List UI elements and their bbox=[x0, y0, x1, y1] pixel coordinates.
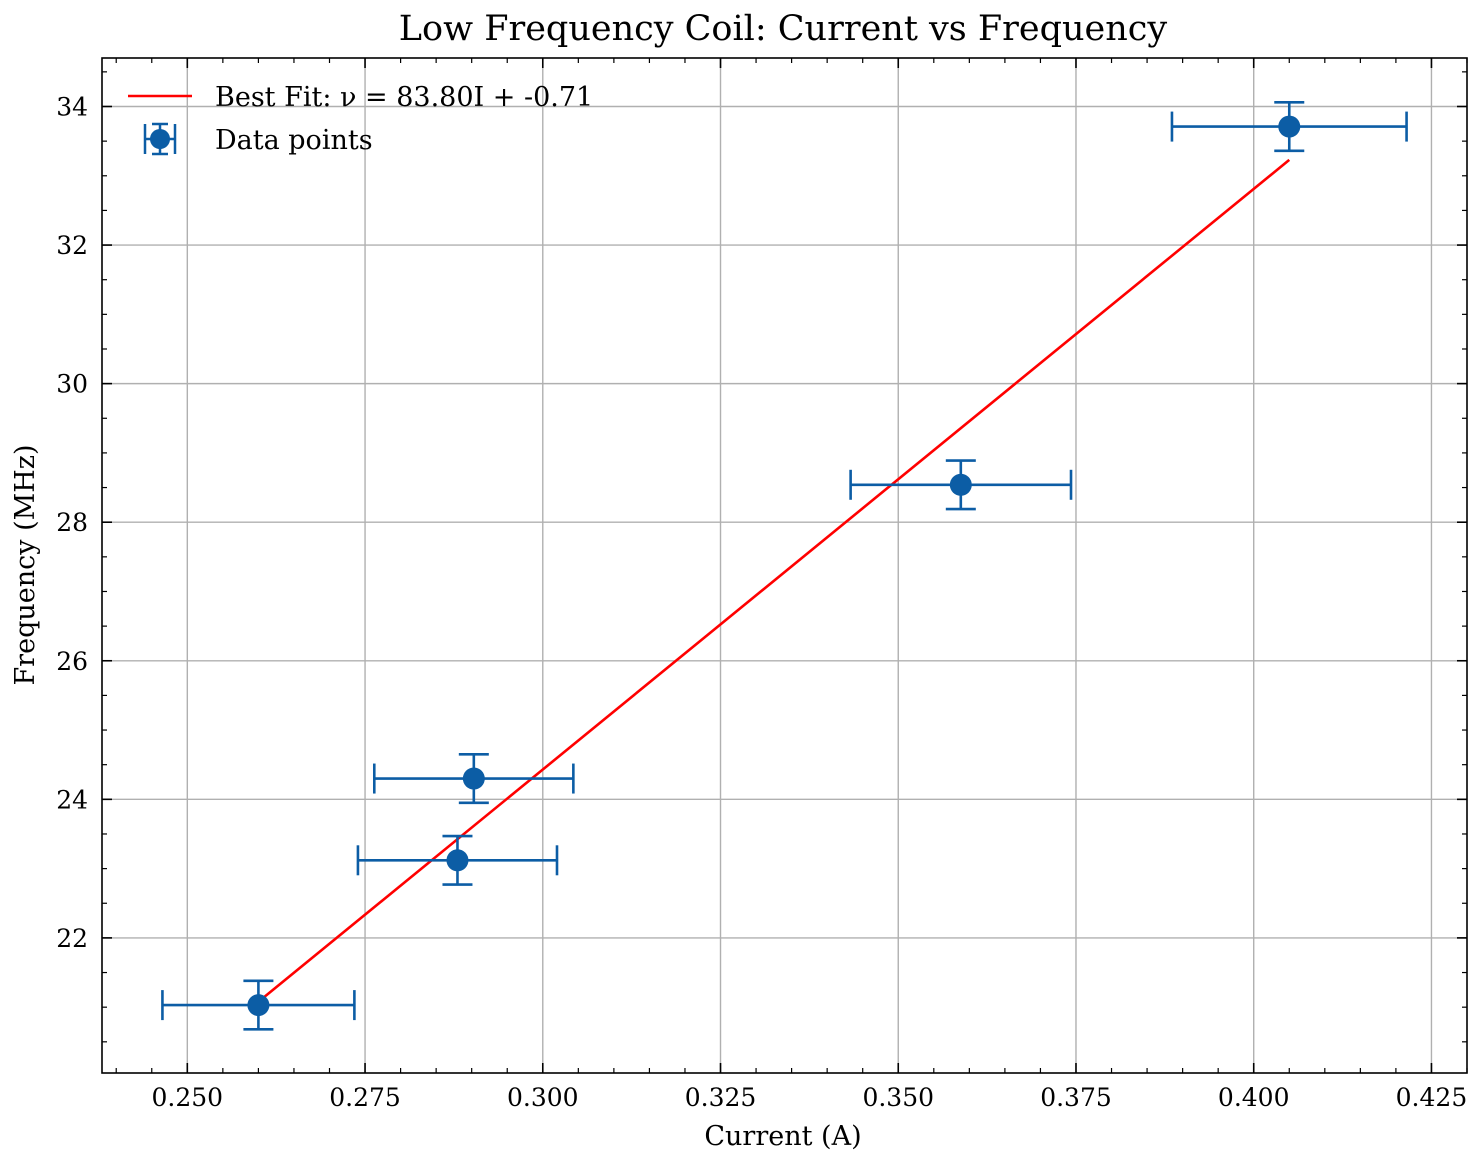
x-tick-label: 0.375 bbox=[1040, 1083, 1112, 1112]
x-tick-label: 0.325 bbox=[685, 1083, 757, 1112]
data-point bbox=[1170, 101, 1408, 153]
x-tick-label: 0.300 bbox=[507, 1083, 579, 1112]
x-tick-label: 0.350 bbox=[862, 1083, 934, 1112]
data-point bbox=[356, 834, 559, 886]
x-tick-label: 0.425 bbox=[1396, 1083, 1468, 1112]
y-tick-label: 24 bbox=[56, 785, 88, 814]
x-tick-label: 0.250 bbox=[152, 1083, 224, 1112]
plot-frame bbox=[101, 57, 1468, 1074]
data-point bbox=[849, 459, 1073, 511]
chart-title: Low Frequency Coil: Current vs Frequency bbox=[399, 9, 1168, 49]
data-point-marker bbox=[247, 994, 270, 1017]
x-axis-label: Current (A) bbox=[704, 1121, 861, 1152]
y-tick-label: 30 bbox=[56, 370, 88, 399]
grid-lines bbox=[102, 58, 1467, 1073]
data-point-marker bbox=[462, 767, 485, 790]
y-tick-label: 26 bbox=[56, 647, 88, 676]
x-tick-label: 0.275 bbox=[329, 1083, 401, 1112]
legend-fit-label: Best Fit: ν = 83.80I + -0.71 bbox=[215, 82, 593, 113]
y-tick-label: 34 bbox=[56, 92, 88, 121]
data-point bbox=[372, 752, 575, 805]
data-point-marker bbox=[949, 473, 972, 496]
tick-labels: 0.250 0.275 0.300 0.325 0.350 0.375 0.400 0.425… bbox=[56, 92, 1467, 1112]
x-tick-label: 0.400 bbox=[1218, 1083, 1290, 1112]
legend-data-points-label: Data points bbox=[215, 125, 373, 156]
data-points-layer bbox=[161, 101, 1408, 1031]
legend-data-points-swatch bbox=[143, 122, 177, 156]
y-tick-label: 22 bbox=[56, 924, 88, 953]
legend: Best Fit: ν = 83.80I + -0.71 Data points bbox=[128, 82, 593, 156]
y-tick-label: 32 bbox=[56, 231, 88, 260]
y-axis-label: Frequency (MHz) bbox=[10, 444, 41, 685]
data-point-marker bbox=[446, 849, 469, 872]
axis-ticks bbox=[102, 58, 1468, 1073]
y-tick-label: 28 bbox=[56, 508, 88, 537]
data-point-marker bbox=[1278, 115, 1301, 138]
data-point bbox=[161, 979, 356, 1031]
